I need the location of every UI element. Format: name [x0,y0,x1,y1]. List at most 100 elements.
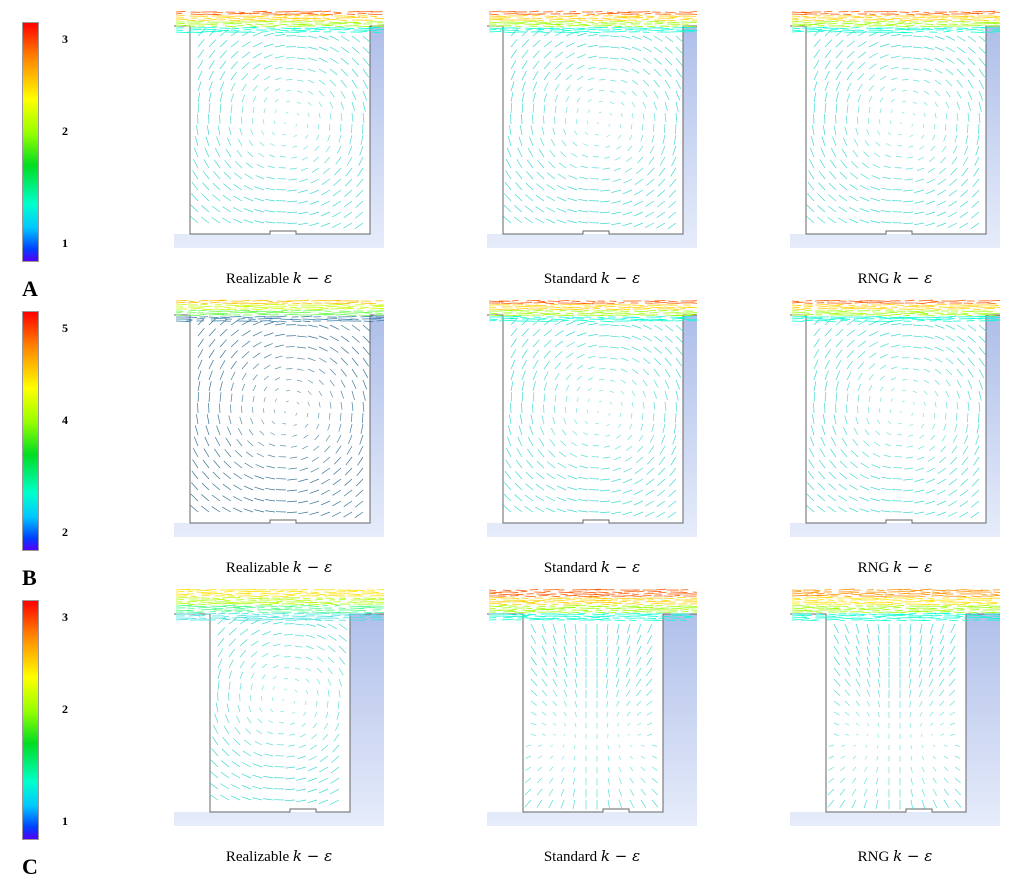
velocity-arrow [536,594,550,595]
velocity-arrow [893,607,901,608]
velocity-arrow [973,309,981,310]
velocity-arrow [619,309,630,310]
model-caption: Standard k − ε [487,269,697,288]
model-name: Standard [544,560,597,576]
velocity-arrow [990,594,998,595]
velocity-arrow [230,312,245,313]
velocity-arrow [244,306,253,307]
velocity-arrow [562,307,572,308]
velocity-arrow [272,596,288,597]
colorbar-tick: 4 [62,413,68,428]
model-math: k − ε [601,269,640,287]
velocity-arrow [187,608,194,609]
model-name: RNG [858,271,890,287]
flow-field [174,10,384,248]
velocity-arrow [632,594,639,595]
velocity-arrow [827,23,836,24]
velocity-arrow [209,311,221,312]
velocity-arrow [956,614,969,615]
velocity-arrow [647,618,655,619]
flow-panel [487,299,697,537]
velocity-arrow [276,601,283,602]
flow-panel [790,10,1000,248]
velocity-arrow [972,11,982,12]
model-math: k − ε [893,558,932,576]
model-math: k − ε [293,847,332,865]
velocity-arrow [262,591,270,592]
velocity-arrow [940,607,947,608]
velocity-arrow [316,319,328,320]
velocity-arrow [895,612,905,613]
colorbar-tick: 3 [62,610,68,625]
velocity-arrow [688,606,697,607]
velocity-arrow [841,308,855,309]
model-math: k − ε [293,558,332,576]
velocity-arrow [604,304,618,305]
velocity-arrow [620,311,629,312]
velocity-arrow [262,619,274,620]
colorbar-tick: 1 [62,814,68,829]
flow-panel [487,10,697,248]
velocity-arrow [654,302,666,303]
velocity-arrow [343,28,354,29]
velocity-arrow [826,597,834,598]
velocity-arrow [826,19,837,20]
velocity-arrow [931,595,943,596]
velocity-arrow [276,304,285,305]
velocity-arrow [240,305,251,306]
velocity-arrow [372,318,381,319]
velocity-arrow [544,591,550,592]
velocity-arrow [818,306,828,307]
model-name: Standard [544,849,597,865]
velocity-arrow [986,603,997,604]
velocity-arrow [347,590,357,591]
velocity-arrow [568,607,575,608]
flow-field [174,299,384,537]
colorbar-tick: 3 [62,32,68,47]
flow-field [790,299,1000,537]
velocity-arrow [654,20,666,21]
velocity-arrow [536,608,545,609]
velocity-arrow [343,16,354,17]
velocity-arrow [489,29,497,30]
model-math: k − ε [601,847,640,865]
velocity-arrow [662,29,674,30]
velocity-arrow [977,13,983,14]
velocity-arrow [980,20,989,21]
velocity-arrow [344,615,351,616]
velocity-arrow [575,13,581,14]
colorbar-tick: 2 [62,124,68,139]
model-caption: Realizable k − ε [174,269,384,288]
velocity-arrow [323,18,330,19]
velocity-arrow [904,597,914,598]
flow-panel [174,588,384,826]
velocity-arrow [510,22,526,23]
velocity-arrow [954,617,960,618]
flow-field [487,299,697,537]
model-math: k − ε [293,269,332,287]
velocity-arrow [933,19,946,20]
velocity-arrow [961,313,969,314]
velocity-arrow [986,602,997,603]
model-name: Realizable [226,271,289,287]
velocity-arrow [925,24,934,25]
colorbar-tick: 2 [62,702,68,717]
velocity-arrow [658,310,667,311]
model-name: RNG [858,560,890,576]
row-label: B [22,565,37,591]
velocity-arrow [586,301,595,302]
flow-field [790,10,1000,248]
velocity-arrow [805,300,812,301]
velocity-colorbar [22,22,39,262]
velocity-colorbar [22,600,39,840]
velocity-colorbar [22,311,39,551]
velocity-arrow [338,32,345,33]
row-label: C [22,854,38,880]
velocity-arrow [512,30,519,31]
velocity-arrow [529,589,537,590]
model-math: k − ε [601,558,640,576]
velocity-arrow [534,302,547,303]
velocity-arrow [343,29,350,30]
colorbar-tick: 1 [62,236,68,251]
model-math: k − ε [893,847,932,865]
